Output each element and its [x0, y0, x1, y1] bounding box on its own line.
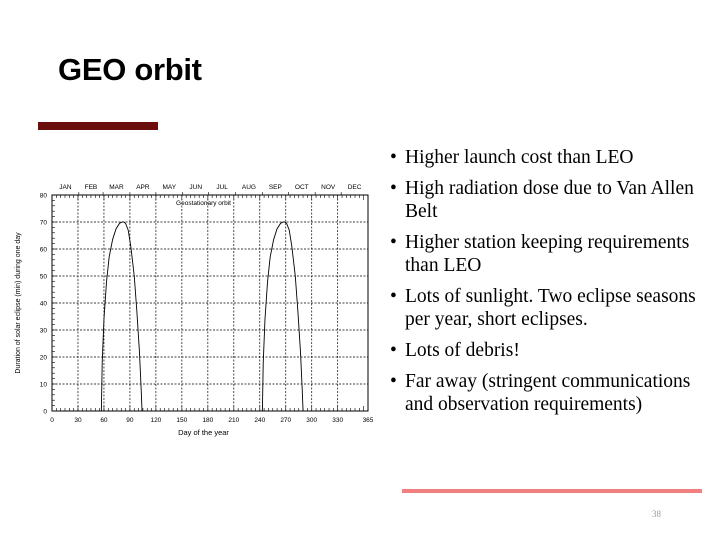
x-tick-label: 180 [202, 417, 213, 424]
x-tick-label: 90 [126, 417, 134, 424]
x-tick-label: 270 [280, 417, 291, 424]
bullet-item: Far away (stringent communications and o… [389, 370, 709, 416]
month-label: MAY [163, 184, 177, 191]
x-tick-labels: 0 30 60 90 120 150 180 210 240 270 300 330 365 [50, 417, 374, 424]
eclipse-duration-chart: 0 30 60 90 120 150 180 210 240 270 300 330 365 0 10 20… [15, 184, 374, 437]
y-tick-label: 70 [40, 219, 48, 226]
y-tick-label: 60 [40, 246, 48, 253]
x-tick-label: 300 [306, 417, 317, 424]
bullet-item: High radiation dose due to Van Allen Bel… [389, 177, 709, 223]
x-tick-label: 210 [228, 417, 239, 424]
bullet-item: Higher station keeping requirements than… [389, 231, 709, 277]
y-tick-label: 20 [40, 354, 48, 361]
month-labels: JAN FEB MAR APR MAY JUN JUL AUG SEP OCT NOV DEC [59, 184, 361, 191]
chart-title: Geostationary orbit [176, 200, 231, 207]
x-tick-label: 330 [332, 417, 343, 424]
y-tick-label: 0 [43, 408, 47, 415]
y-tick-label: 30 [40, 327, 48, 334]
month-label: JAN [59, 184, 72, 191]
eclipse-curves [100, 221, 304, 412]
eclipse-curve [100, 221, 143, 412]
bullet-item: Higher launch cost than LEO [389, 146, 709, 169]
slide-title: GEO orbit [58, 52, 202, 87]
x-tick-label: 150 [176, 417, 187, 424]
x-tick-label: 365 [363, 417, 374, 424]
bullet-item: Lots of sunlight. Two eclipse seasons pe… [389, 285, 709, 331]
month-label: NOV [321, 184, 336, 191]
month-label: FEB [85, 184, 98, 191]
month-label: AUG [242, 184, 256, 191]
y-tick-labels: 0 10 20 30 40 50 60 70 80 [40, 192, 48, 415]
eclipse-curve [261, 221, 304, 412]
y-axis-label: Duration of solar eclipse (min) during o… [15, 232, 22, 374]
x-tick-label: 60 [100, 417, 108, 424]
bullet-list: Higher launch cost than LEO High radiati… [389, 146, 709, 424]
month-label: APR [136, 184, 150, 191]
title-underline-bar [38, 122, 158, 130]
y-tick-label: 10 [40, 381, 48, 388]
chart-grid [52, 195, 368, 411]
month-label: DEC [348, 184, 362, 191]
y-tick-label: 80 [40, 192, 48, 199]
x-axis-label: Day of the year [178, 428, 229, 437]
axis-ticks [51, 192, 369, 412]
month-label: JUL [216, 184, 228, 191]
x-tick-label: 120 [150, 417, 161, 424]
x-tick-label: 240 [254, 417, 265, 424]
y-tick-label: 40 [40, 300, 48, 307]
month-label: MAR [109, 184, 124, 191]
footer-line [402, 489, 702, 493]
month-label: JUN [189, 184, 202, 191]
page-number: 38 [652, 509, 661, 519]
x-tick-label: 30 [74, 417, 82, 424]
month-label: OCT [295, 184, 309, 191]
x-tick-label: 0 [50, 417, 54, 424]
y-tick-label: 50 [40, 273, 48, 280]
month-label: SEP [269, 184, 282, 191]
bullet-item: Lots of debris! [389, 339, 709, 362]
